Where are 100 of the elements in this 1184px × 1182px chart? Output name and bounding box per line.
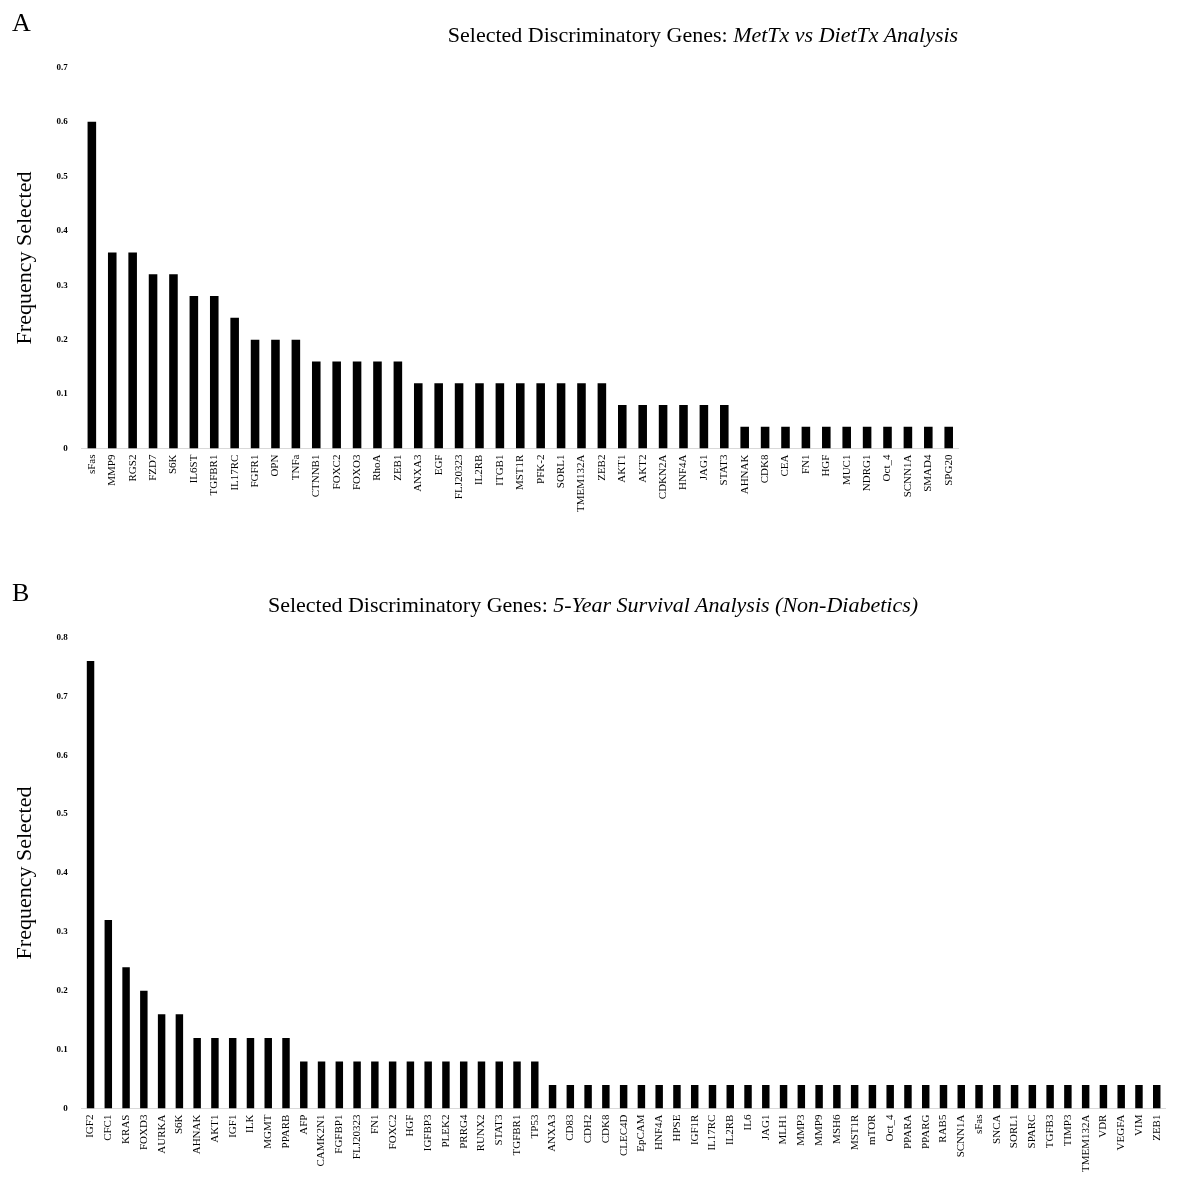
bar xyxy=(883,426,892,449)
x-tick-label: ZEB2 xyxy=(594,454,607,481)
x-tick-label: sFas xyxy=(84,454,97,475)
x-tick-label: S6K xyxy=(166,454,179,475)
y-tick-label: 0.2 xyxy=(56,333,69,344)
bar xyxy=(618,405,627,449)
x-tick-label: IGF1 xyxy=(225,1114,238,1138)
bar xyxy=(332,361,341,449)
bar xyxy=(140,990,148,1109)
bar xyxy=(531,1061,539,1109)
bar xyxy=(477,1061,486,1109)
x-tick-label: FGFBP1 xyxy=(332,1114,345,1154)
bar xyxy=(86,660,95,1109)
x-tick-label: HNF4A xyxy=(652,1114,665,1151)
x-tick-label: STAT3 xyxy=(717,454,730,486)
bar xyxy=(1099,1085,1108,1109)
x-tick-label: Oct_4 xyxy=(883,1114,896,1142)
bar xyxy=(548,1085,557,1109)
bar xyxy=(434,383,443,449)
bar xyxy=(353,1061,361,1109)
bar xyxy=(1153,1085,1161,1109)
x-tick-label: FOXC2 xyxy=(385,1114,398,1150)
bar xyxy=(1028,1085,1037,1109)
bar xyxy=(797,1085,806,1109)
bar xyxy=(1046,1085,1054,1109)
bar xyxy=(744,1085,752,1109)
bar xyxy=(104,920,113,1109)
bar xyxy=(957,1085,965,1109)
chart-title: Selected Discriminatory Genes: MetTx vs DietTx Analysis xyxy=(447,22,959,47)
chart-title: Selected Discriminatory Genes: 5-Year Survival Analysis (Non-Diabetics) xyxy=(267,592,919,617)
bar xyxy=(690,1085,699,1109)
x-tick-label: MSH6 xyxy=(829,1114,842,1144)
bar xyxy=(87,121,97,449)
bar xyxy=(1117,1085,1125,1109)
bar xyxy=(107,252,117,449)
y-tick-label: 0.3 xyxy=(56,279,69,290)
bar xyxy=(122,967,130,1109)
x-tick-label: HPSE xyxy=(669,1114,682,1142)
x-tick-label: AHNAK xyxy=(737,454,750,495)
bar xyxy=(193,1037,201,1109)
x-tick-label: IGF1R xyxy=(687,1113,700,1146)
x-tick-label: ILK xyxy=(243,1114,256,1133)
bar xyxy=(577,383,586,449)
x-tick-label: MST1R xyxy=(847,1113,860,1151)
y-tick-label: 0.8 xyxy=(56,631,69,642)
bar xyxy=(658,405,668,449)
bar xyxy=(175,1014,184,1109)
bar xyxy=(393,361,403,449)
bar xyxy=(679,405,688,449)
bar xyxy=(904,1085,912,1109)
bar xyxy=(597,383,607,449)
x-tick-label: CDK8 xyxy=(757,454,770,484)
x-tick-label: SMAD4 xyxy=(921,454,934,492)
bar xyxy=(762,1085,770,1109)
bar xyxy=(726,1085,734,1109)
bar xyxy=(271,339,280,449)
bar xyxy=(209,296,219,449)
y-tick-label: 0.5 xyxy=(56,808,69,819)
bar xyxy=(189,296,199,449)
x-tick-label: VIM xyxy=(1131,1114,1144,1136)
y-tick-label: 0.2 xyxy=(56,985,69,996)
x-tick-label: SPARC xyxy=(1025,1114,1038,1149)
x-tick-label: SPG20 xyxy=(941,454,954,486)
x-tick-label: NDRG1 xyxy=(859,454,872,492)
bar xyxy=(282,1037,290,1109)
bar xyxy=(708,1085,717,1109)
x-tick-label: KRAS xyxy=(118,1114,131,1144)
bar xyxy=(1010,1085,1019,1109)
x-tick-label: CTNNB1 xyxy=(309,454,322,498)
x-tick-label: FOXO3 xyxy=(349,454,362,491)
x-tick-label: AKT2 xyxy=(635,454,648,483)
bar xyxy=(1135,1085,1143,1109)
x-tick-label: RGS2 xyxy=(125,454,138,482)
x-tick-label: TP53 xyxy=(527,1114,540,1139)
bar xyxy=(413,383,423,449)
x-tick-label: SNCA xyxy=(989,1114,1002,1144)
bar xyxy=(128,252,137,449)
x-tick-label: IL17RC xyxy=(705,1114,718,1151)
bar xyxy=(842,426,851,449)
x-tick-label: AFP xyxy=(296,1114,309,1135)
x-tick-label: MUC1 xyxy=(839,454,852,486)
x-tick-label: CDK8 xyxy=(598,1114,611,1144)
x-tick-label: CLEC4D xyxy=(616,1114,629,1157)
bar xyxy=(1064,1085,1072,1109)
y-axis-title: Frequency Selected xyxy=(10,171,36,345)
x-tick-label: RAB5 xyxy=(936,1114,949,1143)
x-tick-label: EGF xyxy=(431,454,444,476)
bar xyxy=(230,317,239,449)
x-tick-label: IGF2 xyxy=(83,1114,96,1138)
x-tick-label: FZD7 xyxy=(145,454,158,481)
x-tick-label: PPARB xyxy=(278,1114,291,1149)
bar xyxy=(862,426,872,449)
bar xyxy=(850,1085,859,1109)
bar xyxy=(868,1085,877,1109)
bar xyxy=(975,1085,983,1109)
y-tick-label: 0.3 xyxy=(56,926,69,937)
x-tick-label: TGFB3 xyxy=(1043,1114,1056,1149)
bar xyxy=(566,1085,575,1109)
x-tick-label: TGFBR1 xyxy=(207,454,220,496)
bar xyxy=(388,1061,397,1109)
